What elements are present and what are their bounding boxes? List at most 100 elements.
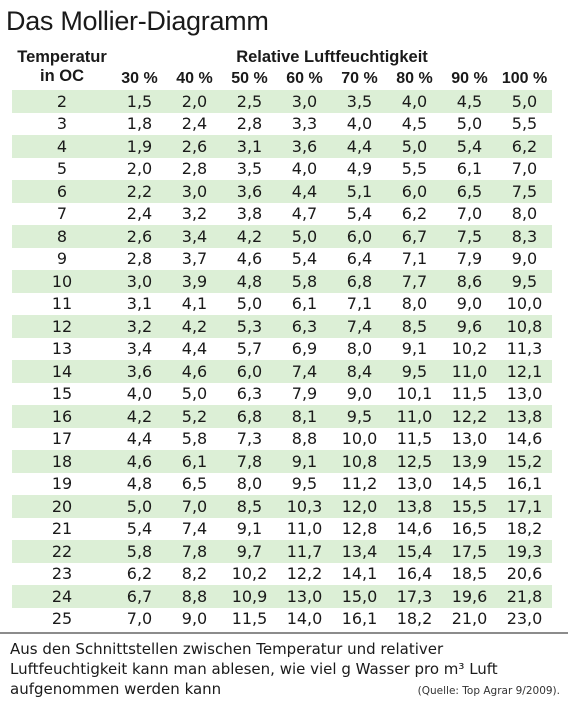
value-cell: 3,6: [126, 361, 153, 381]
value-cell: 5,2: [181, 406, 208, 426]
value-cell: 5,0: [291, 226, 318, 246]
value-cell: 9,0: [346, 384, 373, 404]
value-cell: 3,1: [126, 294, 153, 314]
column-header: 100 %: [501, 70, 548, 87]
value-cell: 21,0: [451, 609, 488, 629]
temperature-cell: 3: [56, 114, 68, 134]
column-header: 90 %: [451, 70, 488, 87]
value-cell: 7,9: [291, 384, 318, 404]
value-cell: 4,0: [126, 384, 153, 404]
value-cell: 6,2: [511, 136, 538, 156]
value-cell: 7,0: [126, 609, 153, 629]
value-cell: 8,3: [511, 226, 538, 246]
value-cell: 10,0: [506, 294, 543, 314]
value-cell: 11,0: [451, 361, 488, 381]
value-cell: 5,7: [236, 339, 263, 359]
value-cell: 5,0: [181, 384, 208, 404]
value-cell: 17,3: [396, 586, 433, 606]
source-note: (Quelle: Top Agrar 9/2009).: [417, 685, 560, 697]
value-cell: 8,2: [181, 564, 208, 584]
value-cell: 5,3: [236, 316, 263, 336]
value-cell: 8,6: [456, 271, 483, 291]
value-cell: 5,4: [291, 249, 318, 269]
value-cell: 4,2: [181, 316, 208, 336]
temperature-cell: 6: [56, 181, 68, 201]
value-cell: 9,1: [236, 519, 263, 539]
value-cell: 1,5: [126, 91, 153, 111]
column-header: 60 %: [286, 70, 323, 87]
value-cell: 5,8: [126, 541, 153, 561]
value-cell: 4,4: [181, 339, 208, 359]
value-cell: 14,6: [396, 519, 433, 539]
table-row: 3 1,8 2,4 2,8 3,3 4,0 4,5 5,0 5,5: [12, 113, 552, 136]
value-cell: 3,6: [291, 136, 318, 156]
value-cell: 9,5: [346, 406, 373, 426]
temperature-cell: 25: [51, 609, 73, 629]
table-row: 13 3,4 4,4 5,7 6,9 8,0 9,1 10,2 11,3: [12, 338, 552, 361]
temperature-header: Temperatur in OC: [12, 48, 112, 86]
value-cell: 1,8: [126, 114, 153, 134]
value-cell: 3,1: [236, 136, 263, 156]
value-cell: 6,1: [181, 451, 208, 471]
table-row: 14 3,6 4,6 6,0 7,4 8,4 9,5 11,0 12,1: [12, 360, 552, 383]
table-row: 23 6,2 8,2 10,2 12,2 14,1 16,4 18,5 20,6: [12, 563, 552, 586]
value-cell: 10,9: [231, 586, 268, 606]
value-cell: 13,4: [341, 541, 378, 561]
value-cell: 6,8: [346, 271, 373, 291]
value-cell: 7,1: [401, 249, 428, 269]
value-cell: 12,1: [506, 361, 543, 381]
temperature-cell: 21: [51, 519, 73, 539]
column-headers: 30 % 40 % 50 % 60 % 70 % 80 % 90 % 100 %: [112, 68, 552, 90]
temperature-cell: 17: [51, 429, 73, 449]
value-cell: 13,8: [506, 406, 543, 426]
value-cell: 19,3: [506, 541, 543, 561]
temperature-cell: 18: [51, 451, 73, 471]
temperature-cell: 22: [51, 541, 73, 561]
value-cell: 9,5: [291, 474, 318, 494]
value-cell: 6,1: [291, 294, 318, 314]
table-row: 9 2,8 3,7 4,6 5,4 6,4 7,1 7,9 9,0: [12, 248, 552, 271]
value-cell: 4,7: [291, 204, 318, 224]
temperature-cell: 8: [56, 226, 68, 246]
caption-divider: [0, 632, 568, 634]
value-cell: 3,2: [126, 316, 153, 336]
temperature-cell: 23: [51, 564, 73, 584]
value-cell: 9,5: [401, 361, 428, 381]
value-cell: 21,8: [506, 586, 543, 606]
value-cell: 6,7: [126, 586, 153, 606]
value-cell: 15,0: [341, 586, 378, 606]
temperature-cell: 13: [51, 339, 73, 359]
value-cell: 3,3: [291, 114, 318, 134]
value-cell: 17,1: [506, 496, 543, 516]
temperature-cell: 9: [56, 249, 68, 269]
value-cell: 4,4: [291, 181, 318, 201]
value-cell: 7,5: [456, 226, 483, 246]
value-cell: 11,5: [451, 384, 488, 404]
value-cell: 5,5: [401, 159, 428, 179]
value-cell: 18,5: [451, 564, 488, 584]
value-cell: 6,2: [401, 204, 428, 224]
value-cell: 6,8: [236, 406, 263, 426]
value-cell: 5,8: [291, 271, 318, 291]
value-cell: 2,4: [126, 204, 153, 224]
value-cell: 9,0: [511, 249, 538, 269]
value-cell: 8,0: [511, 204, 538, 224]
value-cell: 3,2: [181, 204, 208, 224]
value-cell: 6,2: [126, 564, 153, 584]
value-cell: 8,0: [236, 474, 263, 494]
value-cell: 12,2: [286, 564, 323, 584]
value-cell: 10,1: [396, 384, 433, 404]
value-cell: 20,6: [506, 564, 543, 584]
value-cell: 10,2: [451, 339, 488, 359]
column-header: 30 %: [121, 70, 158, 87]
value-cell: 3,4: [181, 226, 208, 246]
value-cell: 10,3: [286, 496, 323, 516]
value-cell: 7,1: [346, 294, 373, 314]
value-cell: 3,0: [126, 271, 153, 291]
value-cell: 7,4: [181, 519, 208, 539]
table-row: 5 2,0 2,8 3,5 4,0 4,9 5,5 6,1 7,0: [12, 158, 552, 181]
temperature-cell: 2: [56, 91, 68, 111]
value-cell: 2,2: [126, 181, 153, 201]
value-cell: 6,0: [401, 181, 428, 201]
value-cell: 2,8: [181, 159, 208, 179]
